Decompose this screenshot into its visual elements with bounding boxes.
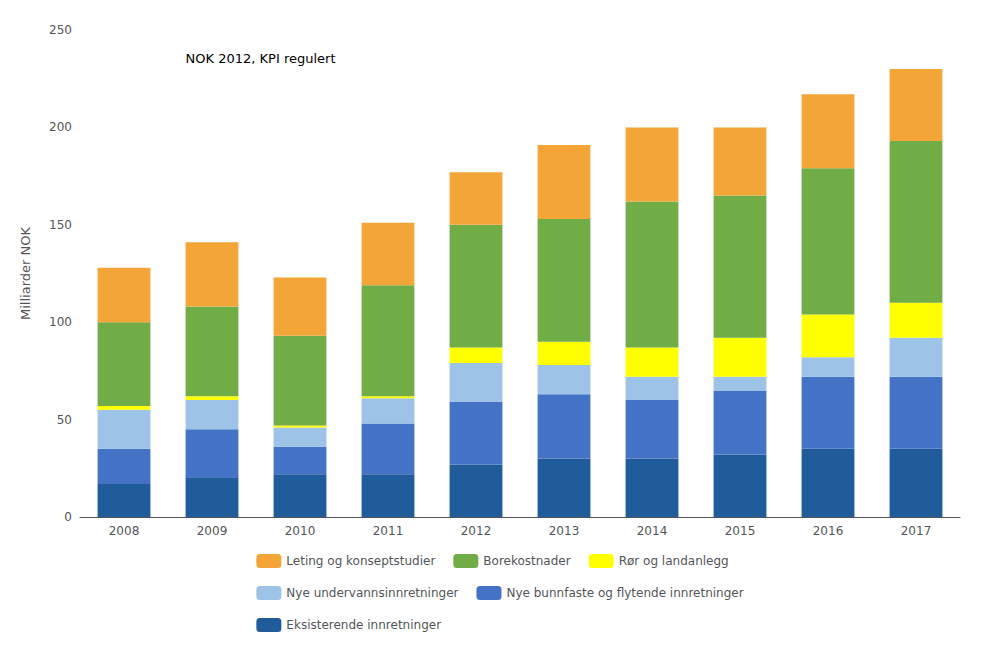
svg-text:50: 50 (57, 413, 72, 427)
svg-text:Borekostnader: Borekostnader (483, 554, 570, 568)
svg-text:2017: 2017 (901, 524, 932, 538)
svg-text:Nye bunnfaste og flytende innr: Nye bunnfaste og flytende innretninger (506, 586, 743, 600)
svg-text:Nye undervannsinnretninger: Nye undervannsinnretninger (286, 586, 458, 600)
svg-text:NOK 2012, KPI regulert: NOK 2012, KPI regulert (186, 51, 336, 66)
svg-text:2009: 2009 (197, 524, 228, 538)
svg-text:0: 0 (64, 510, 72, 524)
svg-text:2012: 2012 (461, 524, 492, 538)
svg-text:2010: 2010 (285, 524, 316, 538)
svg-text:Rør og landanlegg: Rør og landanlegg (619, 554, 729, 568)
svg-text:200: 200 (49, 120, 72, 134)
svg-text:2015: 2015 (725, 524, 756, 538)
svg-text:2016: 2016 (813, 524, 844, 538)
svg-text:2014: 2014 (637, 524, 668, 538)
svg-text:2013: 2013 (549, 524, 580, 538)
svg-text:Eksisterende innretninger: Eksisterende innretninger (286, 618, 441, 632)
svg-text:Milliarder NOK: Milliarder NOK (18, 227, 33, 320)
svg-text:2008: 2008 (109, 524, 140, 538)
svg-text:150: 150 (49, 218, 72, 232)
svg-text:2011: 2011 (373, 524, 404, 538)
svg-text:100: 100 (49, 315, 72, 329)
svg-text:Leting og konseptstudier: Leting og konseptstudier (286, 554, 435, 568)
svg-text:250: 250 (49, 23, 72, 37)
